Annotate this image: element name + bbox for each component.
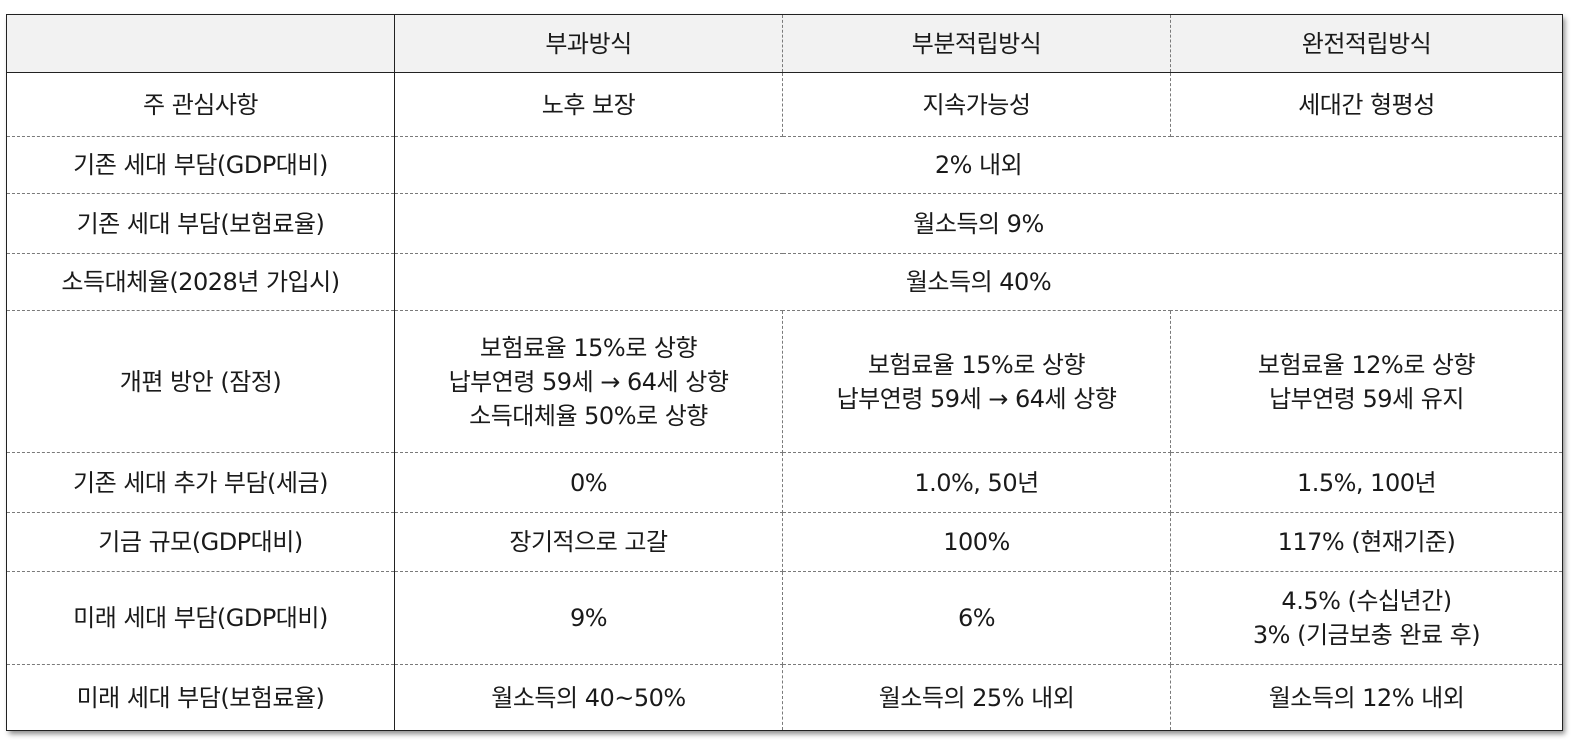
- row-label-burden-gdp: 기존 세대 부담(GDP대비): [6, 136, 395, 194]
- header-corner-cell: [6, 14, 395, 73]
- row-label-fund-size: 기금 규모(GDP대비): [6, 512, 395, 572]
- header-row: 부과방식 부분적립방식 완전적립방식: [6, 14, 1563, 73]
- reform-full-line: 보험료율 12%로 상향: [1257, 350, 1476, 379]
- row-label-future-rate: 미래 세대 부담(보험료율): [6, 664, 395, 731]
- reform-paygo-line: 보험료율 15%로 상향: [479, 333, 698, 362]
- table-row: 소득대체율(2028년 가입시) 월소득의 40%: [6, 253, 1563, 311]
- cell-future-gdp-full: 4.5% (수십년간) 3% (기금보충 완료 후): [1170, 571, 1563, 665]
- cell-future-rate-partial: 월소득의 25% 내외: [782, 664, 1171, 731]
- cell-fund-size-paygo: 장기적으로 고갈: [394, 512, 783, 572]
- cell-reform-full: 보험료율 12%로 상향 납부연령 59세 유지: [1170, 310, 1563, 453]
- cell-future-gdp-paygo: 9%: [394, 571, 783, 665]
- cell-concern-paygo: 노후 보장: [394, 72, 783, 137]
- cell-extra-tax-paygo: 0%: [394, 452, 783, 513]
- table-row: 미래 세대 부담(보험료율) 월소득의 40~50% 월소득의 25% 내외 월…: [6, 664, 1563, 731]
- future-gdp-full-line: 3% (기금보충 완료 후): [1252, 621, 1481, 649]
- header-paygo: 부과방식: [394, 14, 783, 73]
- cell-fund-size-partial: 100%: [782, 512, 1171, 572]
- cell-burden-rate-merged: 월소득의 9%: [394, 193, 1563, 254]
- cell-concern-partial: 지속가능성: [782, 72, 1171, 137]
- cell-reform-paygo: 보험료율 15%로 상향 납부연령 59세 → 64세 상향 소득대체율 50%…: [394, 310, 783, 453]
- header-partial-funding: 부분적립방식: [782, 14, 1171, 73]
- table-row: 기금 규모(GDP대비) 장기적으로 고갈 100% 117% (현재기준): [6, 512, 1563, 572]
- row-label-reform: 개편 방안 (잠정): [6, 310, 395, 453]
- cell-future-rate-paygo: 월소득의 40~50%: [394, 664, 783, 731]
- table-row: 주 관심사항 노후 보장 지속가능성 세대간 형평성: [6, 72, 1563, 137]
- table-row: 개편 방안 (잠정) 보험료율 15%로 상향 납부연령 59세 → 64세 상…: [6, 310, 1563, 453]
- table-row: 기존 세대 부담(보험료율) 월소득의 9%: [6, 193, 1563, 254]
- table-row: 기존 세대 부담(GDP대비) 2% 내외: [6, 136, 1563, 194]
- future-gdp-full-line: 4.5% (수십년간): [1281, 587, 1452, 615]
- reform-partial-line: 보험료율 15%로 상향: [867, 350, 1086, 379]
- row-label-concern: 주 관심사항: [6, 72, 395, 137]
- row-label-future-gdp: 미래 세대 부담(GDP대비): [6, 571, 395, 665]
- cell-extra-tax-full: 1.5%, 100년: [1170, 452, 1563, 513]
- table-row: 미래 세대 부담(GDP대비) 9% 6% 4.5% (수십년간) 3% (기금…: [6, 571, 1563, 665]
- row-label-burden-rate: 기존 세대 부담(보험료율): [6, 193, 395, 254]
- cell-replacement-merged: 월소득의 40%: [394, 253, 1563, 311]
- cell-burden-gdp-merged: 2% 내외: [394, 136, 1563, 194]
- reform-paygo-line: 납부연령 59세 → 64세 상향: [448, 367, 729, 396]
- cell-future-gdp-partial: 6%: [782, 571, 1171, 665]
- table-row: 기존 세대 추가 부담(세금) 0% 1.0%, 50년 1.5%, 100년: [6, 452, 1563, 513]
- row-label-extra-tax: 기존 세대 추가 부담(세금): [6, 452, 395, 513]
- reform-full-line: 납부연령 59세 유지: [1269, 384, 1464, 413]
- cell-concern-full: 세대간 형평성: [1170, 72, 1563, 137]
- cell-future-rate-full: 월소득의 12% 내외: [1170, 664, 1563, 731]
- cell-reform-partial: 보험료율 15%로 상향 납부연령 59세 → 64세 상향: [782, 310, 1171, 453]
- reform-partial-line: 납부연령 59세 → 64세 상향: [836, 384, 1117, 413]
- cell-extra-tax-partial: 1.0%, 50년: [782, 452, 1171, 513]
- pension-comparison-table: 부과방식 부분적립방식 완전적립방식 주 관심사항 노후 보장 지속가능성 세대…: [6, 14, 1563, 731]
- comparison-table-frame: 부과방식 부분적립방식 완전적립방식 주 관심사항 노후 보장 지속가능성 세대…: [6, 14, 1563, 731]
- reform-paygo-line: 소득대체율 50%로 상향: [469, 401, 708, 430]
- row-label-replacement: 소득대체율(2028년 가입시): [6, 253, 395, 311]
- header-full-funding: 완전적립방식: [1170, 14, 1563, 73]
- cell-fund-size-full: 117% (현재기준): [1170, 512, 1563, 572]
